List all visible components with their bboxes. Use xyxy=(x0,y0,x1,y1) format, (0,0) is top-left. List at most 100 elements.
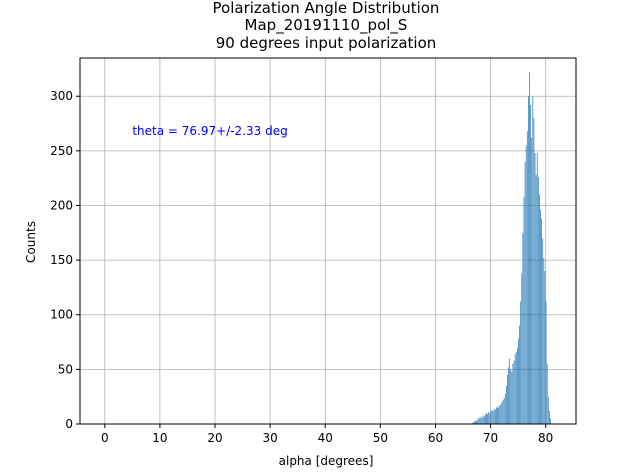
histogram-bar xyxy=(502,399,504,424)
y-tick-label: 50 xyxy=(58,362,73,376)
x-tick-label: 20 xyxy=(207,431,222,445)
x-tick-label: 0 xyxy=(101,431,109,445)
histogram-bar xyxy=(524,161,526,424)
histogram-bar xyxy=(481,417,483,424)
histogram-bar xyxy=(545,301,547,424)
histogram-bar xyxy=(535,174,537,424)
histogram-bar xyxy=(546,363,548,424)
histogram-bar xyxy=(510,369,512,424)
histogram-bar xyxy=(491,409,493,424)
histogram-bar xyxy=(493,408,495,424)
histogram-bar xyxy=(476,420,477,424)
histogram-bar xyxy=(487,414,488,424)
histogram-bar xyxy=(496,407,497,424)
x-tick-label: 70 xyxy=(483,431,498,445)
histogram-bar xyxy=(508,367,509,424)
histogram-bar xyxy=(494,409,496,424)
histogram-bar xyxy=(479,418,481,424)
histogram-bar xyxy=(550,418,551,424)
histogram-bar xyxy=(537,177,539,424)
histogram-bar xyxy=(543,257,545,424)
theta-annotation: theta = 76.97+/-2.33 deg xyxy=(132,124,287,138)
histogram-bar xyxy=(548,410,550,424)
histogram-bar xyxy=(533,118,535,425)
histogram-bar xyxy=(532,96,534,425)
histogram-bar xyxy=(482,415,484,424)
histogram-bar xyxy=(540,209,541,424)
histogram-bar xyxy=(486,413,487,424)
histogram-bar xyxy=(474,421,475,424)
chart-title-line-1: Polarization Angle Distribution xyxy=(213,0,440,17)
histogram-bar xyxy=(513,360,515,424)
histogram-bar xyxy=(539,194,540,424)
histogram-bar xyxy=(504,393,506,424)
histogram-bar xyxy=(542,238,544,424)
x-tick-label: 30 xyxy=(262,431,277,445)
x-tick-label: 50 xyxy=(373,431,388,445)
histogram-bar xyxy=(499,405,501,424)
histogram-bar xyxy=(500,404,502,424)
plot-area-frame xyxy=(79,57,577,425)
histogram-bar xyxy=(531,137,533,424)
histogram-bar xyxy=(492,410,494,424)
histogram-bar xyxy=(528,96,529,425)
histogram-bar xyxy=(490,410,492,424)
histogram-bar xyxy=(485,414,486,424)
histogram-bar xyxy=(511,371,513,424)
y-tick-label: 0 xyxy=(65,417,73,431)
histogram-bar xyxy=(475,420,476,424)
x-tick-label: 10 xyxy=(152,431,167,445)
histogram-bar xyxy=(519,325,520,424)
histogram-bar xyxy=(509,358,511,424)
histogram-bar xyxy=(515,351,517,424)
histogram-bar xyxy=(536,153,538,424)
x-tick-label: 60 xyxy=(428,431,443,445)
histogram-bar xyxy=(506,385,507,424)
histogram-bar xyxy=(541,218,542,424)
histogram-bar xyxy=(472,421,474,424)
y-tick-label: 300 xyxy=(50,89,73,103)
histogram-bar xyxy=(544,271,546,424)
y-tick-label: 100 xyxy=(50,308,73,322)
histogram-bar xyxy=(471,422,473,424)
histogram-bar xyxy=(501,402,503,424)
histogram-bar xyxy=(526,131,528,424)
x-tick-label: 80 xyxy=(538,431,553,445)
chart-title-line-3: 90 degrees input polarization xyxy=(216,34,437,52)
histogram-bar xyxy=(530,104,531,425)
histogram-bar xyxy=(534,153,536,424)
histogram-bar xyxy=(478,417,480,424)
histogram-bar xyxy=(518,338,519,424)
histogram-bar xyxy=(503,397,505,424)
histogram-bar xyxy=(517,347,518,424)
histogram-bar xyxy=(507,374,508,424)
y-axis-label: Counts xyxy=(24,221,38,263)
x-tick-label: 40 xyxy=(318,431,333,445)
chart-title-line-2: Map_20191110_pol_S xyxy=(245,16,408,35)
y-tick-label: 200 xyxy=(50,198,73,212)
bars-layer xyxy=(471,72,551,425)
x-axis-label: alpha [degrees] xyxy=(279,454,374,468)
y-tick-label: 250 xyxy=(50,144,73,158)
histogram-bar xyxy=(480,416,482,424)
histogram-bar xyxy=(514,354,516,424)
histogram-bar xyxy=(523,196,525,424)
histogram-bar xyxy=(483,416,485,424)
histogram-bar xyxy=(521,273,523,424)
histogram-bar xyxy=(489,413,491,424)
histogram-bar xyxy=(547,396,549,424)
y-tick-label: 150 xyxy=(50,253,73,267)
ticks-layer: 0 10 20 30 40 50 60 70 80 0 50 100 150 200 250 300 xyxy=(50,89,553,445)
histogram-bar xyxy=(477,419,479,424)
histogram-bar xyxy=(520,301,522,424)
histogram-bar xyxy=(488,411,490,424)
histogram-bar xyxy=(529,72,530,424)
histogram-bar xyxy=(512,363,514,424)
histogram-bar xyxy=(525,145,527,424)
histogram-bar xyxy=(497,406,498,424)
histogram-bar xyxy=(522,232,524,424)
histogram-bar xyxy=(498,407,499,424)
